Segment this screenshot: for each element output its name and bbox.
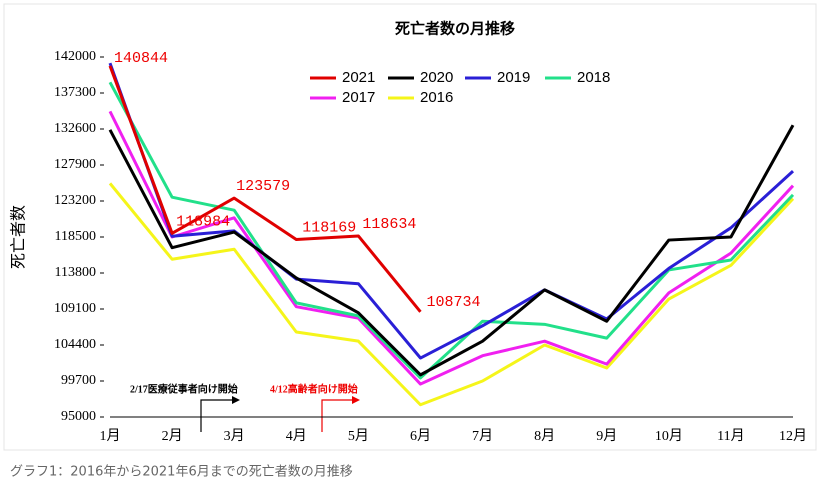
x-tick-label: 10月: [655, 428, 683, 444]
legend-label: 2016: [420, 89, 453, 106]
y-tick-label: 132600: [54, 121, 96, 136]
series-line: [108, 62, 795, 360]
x-tick-label: 2月: [162, 428, 183, 444]
x-tick-label: 9月: [596, 428, 617, 444]
x-tick-label: 6月: [410, 428, 431, 444]
y-tick-label: 137300: [54, 85, 96, 100]
y-tick-label: 109100: [54, 301, 96, 316]
series-line: [108, 182, 795, 407]
y-tick-label: 123200: [54, 193, 96, 208]
series-line: [108, 65, 422, 313]
data-label: 123579: [236, 178, 290, 195]
legend-label: 2020: [420, 69, 453, 86]
x-tick-label: 7月: [472, 428, 493, 444]
arrow: [200, 399, 232, 432]
series-line: [108, 110, 795, 386]
series-line: [108, 81, 795, 380]
y-tick-label: 113800: [55, 265, 96, 280]
x-tick-label: 12月: [779, 428, 807, 444]
legend-label: 2019: [497, 69, 530, 86]
y-tick-label: 142000: [54, 49, 96, 64]
data-label: 118984: [176, 213, 230, 230]
caption: グラフ1：2016年から2021年6月までの死亡者数の月推移: [10, 465, 353, 480]
frame: [3, 3, 817, 451]
x-tick-label: 3月: [224, 428, 245, 444]
chart-title: 死亡者数の月推移: [395, 19, 515, 37]
series-line: [108, 124, 795, 377]
y-axis-label: 死亡者数: [10, 205, 28, 269]
data-label: 118169: [302, 220, 356, 237]
data-label: 108734: [426, 294, 480, 311]
data-label: 118634: [362, 216, 416, 233]
x-tick-label: 5月: [348, 428, 369, 444]
x-tick-label: 11月: [717, 428, 744, 444]
y-tick-label: 95000: [61, 409, 96, 424]
y-tick-label: 99700: [61, 373, 96, 388]
x-tick-label: 8月: [534, 428, 555, 444]
x-tick-label: 1月: [100, 428, 121, 444]
arrow-head: [352, 396, 360, 404]
annotation: 4/12高齢者向け開始: [270, 382, 358, 395]
y-tick-label: 127900: [54, 157, 96, 172]
arrow: [321, 399, 352, 432]
y-tick-label: 118500: [55, 229, 96, 244]
legend-label: 2017: [342, 89, 375, 106]
legend-label: 2021: [342, 69, 375, 86]
x-tick-label: 4月: [286, 428, 307, 444]
arrow-head: [232, 396, 240, 404]
data-label: 140844: [114, 50, 168, 67]
y-tick-label: 104400: [54, 337, 96, 352]
annotation: 2/17医療従事者向け開始: [130, 382, 238, 395]
legend-label: 2018: [577, 69, 610, 86]
